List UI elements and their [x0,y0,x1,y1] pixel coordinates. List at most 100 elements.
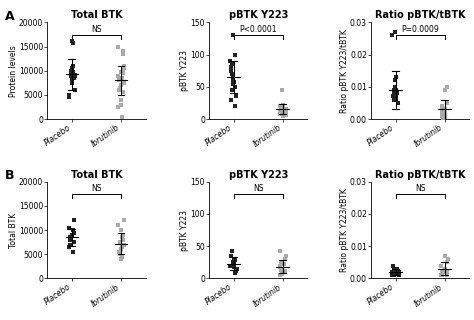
Point [283,107,290,112]
Point [70,240,78,245]
Point [69,80,76,85]
Point [282,109,289,114]
Point [389,269,396,275]
Point [70,218,78,223]
Point [118,254,126,259]
Point [118,247,125,252]
Point [438,263,445,268]
Point [71,73,79,78]
Title: Ratio pBTK/tBTK: Ratio pBTK/tBTK [375,10,465,20]
Point [118,237,126,242]
Point [277,260,284,265]
Point [441,87,448,92]
Point [438,269,446,275]
Point [227,68,235,73]
Point [69,249,77,254]
Point [70,230,77,235]
Point [389,273,396,278]
Point [277,268,284,273]
Title: Total BTK: Total BTK [71,10,122,20]
Point [117,97,125,102]
Point [71,87,79,92]
Y-axis label: Ratio pBTK Y223/tBTK: Ratio pBTK Y223/tBTK [339,29,348,113]
Point [71,72,78,77]
Point [444,257,452,262]
Point [281,106,289,111]
Point [392,94,400,99]
Y-axis label: pBTK Y223: pBTK Y223 [180,210,189,251]
Point [65,95,73,100]
Point [390,263,397,268]
Point [278,271,285,276]
Point [439,113,447,118]
Point [120,66,128,71]
Point [282,113,290,118]
Point [393,91,401,96]
Point [438,104,446,109]
Point [118,244,126,250]
Point [392,84,399,89]
Point [66,235,74,240]
Point [115,249,122,254]
Point [227,253,234,259]
Point [442,253,449,259]
Point [117,257,124,262]
Point [230,257,237,262]
Point [67,74,75,79]
Point [115,73,122,78]
Point [119,51,127,56]
Point [389,33,396,38]
Point [441,266,449,271]
Point [391,84,398,89]
Point [229,33,237,38]
Text: P<0.0001: P<0.0001 [239,25,277,34]
Point [279,87,286,92]
Point [230,262,237,267]
Point [277,110,284,115]
Point [231,104,239,109]
Text: NS: NS [91,184,102,193]
Point [116,87,123,92]
Point [119,232,127,237]
Point [395,273,402,278]
Point [229,260,237,265]
Point [276,264,284,269]
Point [119,68,127,73]
Point [228,87,236,92]
Point [439,113,447,118]
Point [282,109,289,114]
Point [65,92,73,97]
Text: NS: NS [415,184,426,193]
Point [440,110,448,115]
Point [392,269,400,275]
Point [118,114,126,119]
Point [228,62,236,67]
Point [119,49,127,54]
Point [120,80,128,85]
Point [279,112,286,117]
Point [66,242,73,247]
Point [438,110,446,115]
Point [69,228,77,233]
Point [231,84,239,89]
Point [70,40,77,45]
Point [68,70,75,76]
Point [69,69,77,74]
Point [119,70,127,76]
Point [231,52,239,57]
Point [118,102,125,107]
Point [277,105,284,110]
Point [438,107,446,112]
Y-axis label: Protein levels: Protein levels [9,45,18,97]
Point [66,237,73,242]
Point [233,94,240,99]
Point [114,104,121,109]
Point [65,244,73,250]
Point [393,266,401,271]
Point [392,75,400,80]
Point [443,84,451,89]
Point [279,113,287,118]
Point [68,68,75,73]
Point [114,223,121,228]
Point [438,110,446,115]
